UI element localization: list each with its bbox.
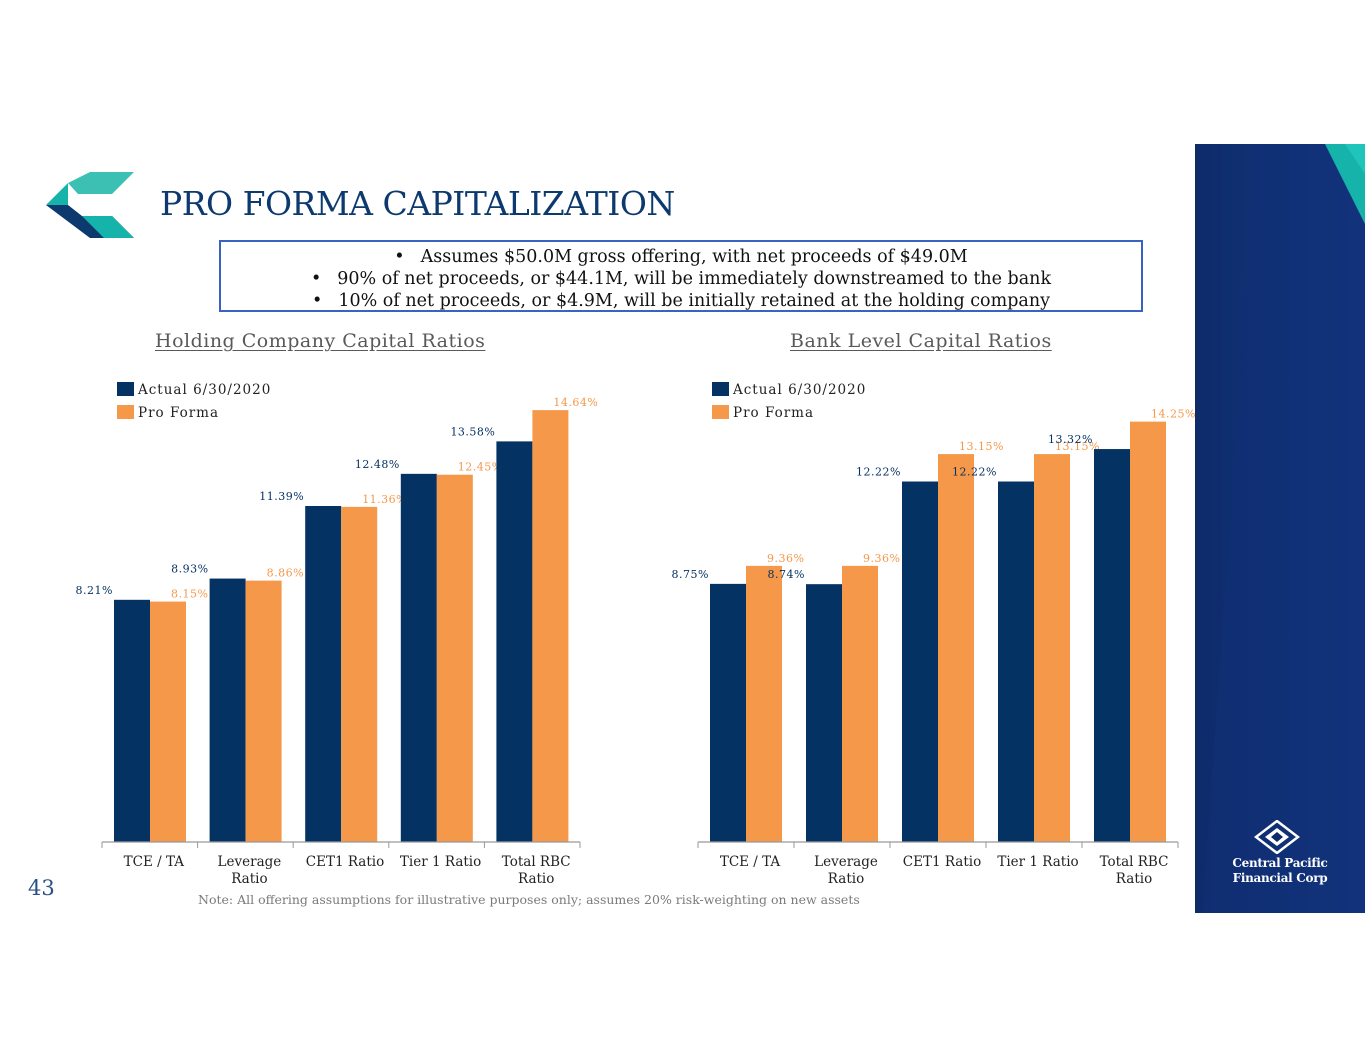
category-label: CET1 Ratio (306, 854, 384, 870)
bar (902, 481, 938, 842)
company-name-line: Central Pacific (1232, 856, 1328, 870)
bar (532, 410, 569, 842)
data-label: 8.93% (171, 563, 208, 576)
data-label: 13.32% (1048, 433, 1093, 446)
bar (842, 565, 878, 842)
company-logo-icon (46, 172, 134, 238)
data-label: 13.15% (959, 440, 1004, 453)
legend-label: Pro Forma (733, 405, 814, 421)
bar (1130, 421, 1166, 842)
data-label: 14.25% (1151, 408, 1196, 421)
company-mark-icon (1254, 820, 1300, 854)
bullet-glyph: • (311, 291, 323, 311)
page-number: 43 (28, 876, 55, 900)
data-label: 14.64% (553, 396, 598, 409)
data-label: 9.36% (767, 552, 804, 565)
bullet-text: 90% of net proceeds, or $44.1M, will be … (337, 269, 1052, 289)
data-label: 8.21% (76, 584, 113, 597)
data-label: 11.39% (259, 490, 304, 503)
holding-company-chart: Actual 6/30/2020 Pro Forma 8.21% 8.15% TCE /… (76, 382, 598, 887)
bar (341, 506, 378, 842)
legend-swatch (117, 382, 134, 396)
bar (710, 583, 746, 842)
bar (998, 481, 1034, 842)
bullet-text: 10% of net proceeds, or $4.9M, will be i… (338, 291, 1050, 311)
bullet-item: • 10% of net proceeds, or $4.9M, will be … (221, 290, 1141, 312)
category-label: CET1 Ratio (903, 854, 981, 870)
bar (806, 584, 842, 842)
data-label: 13.58% (450, 425, 495, 438)
category-label: Ratio (231, 871, 267, 887)
company-name: Central Pacific Financial Corp (1222, 856, 1338, 886)
footnote: Note: All offering assumptions for illus… (198, 892, 860, 907)
bullet-glyph: • (394, 247, 405, 267)
data-label: 12.45% (458, 461, 503, 474)
data-label: 8.15% (171, 588, 208, 601)
data-label: 12.22% (952, 466, 997, 479)
category-label: Total RBC (502, 854, 571, 870)
bar (245, 580, 282, 842)
category-label: TCE / TA (124, 854, 185, 870)
data-label: 8.75% (672, 568, 709, 581)
category-label: Leverage (814, 854, 878, 870)
brand-sidebar (1195, 144, 1365, 913)
bullet-item: • 90% of net proceeds, or $44.1M, will be… (221, 268, 1141, 290)
bar (1034, 454, 1070, 842)
bullet-text: Assumes $50.0M gross offering, with net … (420, 247, 968, 267)
data-label: 12.22% (856, 466, 901, 479)
category-label: TCE / TA (720, 854, 781, 870)
category-label: Ratio (828, 871, 864, 887)
legend-label: Actual 6/30/2020 (137, 382, 271, 398)
legend-label: Pro Forma (138, 405, 219, 421)
bar (209, 578, 246, 842)
bank-chart-title: Bank Level Capital Ratios (790, 330, 1052, 352)
category-label: Tier 1 Ratio (997, 854, 1078, 870)
bar (150, 601, 186, 842)
page-title: PRO FORMA CAPITALIZATION (160, 184, 675, 223)
bar (114, 599, 150, 842)
legend-swatch (712, 382, 729, 396)
bar (496, 441, 533, 842)
bank-level-chart: Actual 6/30/2020 Pro Forma 8.75% 9.36% TCE /… (672, 382, 1195, 887)
holding-chart-title: Holding Company Capital Ratios (155, 330, 486, 352)
bar (1094, 449, 1130, 842)
bar (746, 565, 782, 842)
bar (938, 454, 974, 842)
bar (400, 473, 437, 842)
bar (305, 505, 342, 842)
company-name-line: Financial Corp (1232, 871, 1328, 885)
legend-label: Actual 6/30/2020 (732, 382, 866, 398)
legend-swatch (712, 405, 729, 419)
category-label: Ratio (518, 871, 554, 887)
data-label: 8.74% (768, 568, 805, 581)
bullet-item: • Assumes $50.0M gross offering, with net… (221, 246, 1141, 268)
bullet-glyph: • (310, 269, 322, 289)
legend-swatch (117, 405, 134, 419)
data-label: 12.48% (355, 458, 400, 471)
category-label: Ratio (1116, 871, 1152, 887)
category-label: Leverage (218, 854, 282, 870)
data-label: 13.15% (1055, 440, 1100, 453)
bar (436, 474, 473, 842)
data-label: 8.86% (267, 567, 304, 580)
assumptions-box: • Assumes $50.0M gross offering, with net… (219, 240, 1143, 312)
data-label: 11.36% (362, 493, 407, 506)
category-label: Total RBC (1100, 854, 1169, 870)
category-label: Tier 1 Ratio (400, 854, 481, 870)
data-label: 9.36% (863, 552, 900, 565)
